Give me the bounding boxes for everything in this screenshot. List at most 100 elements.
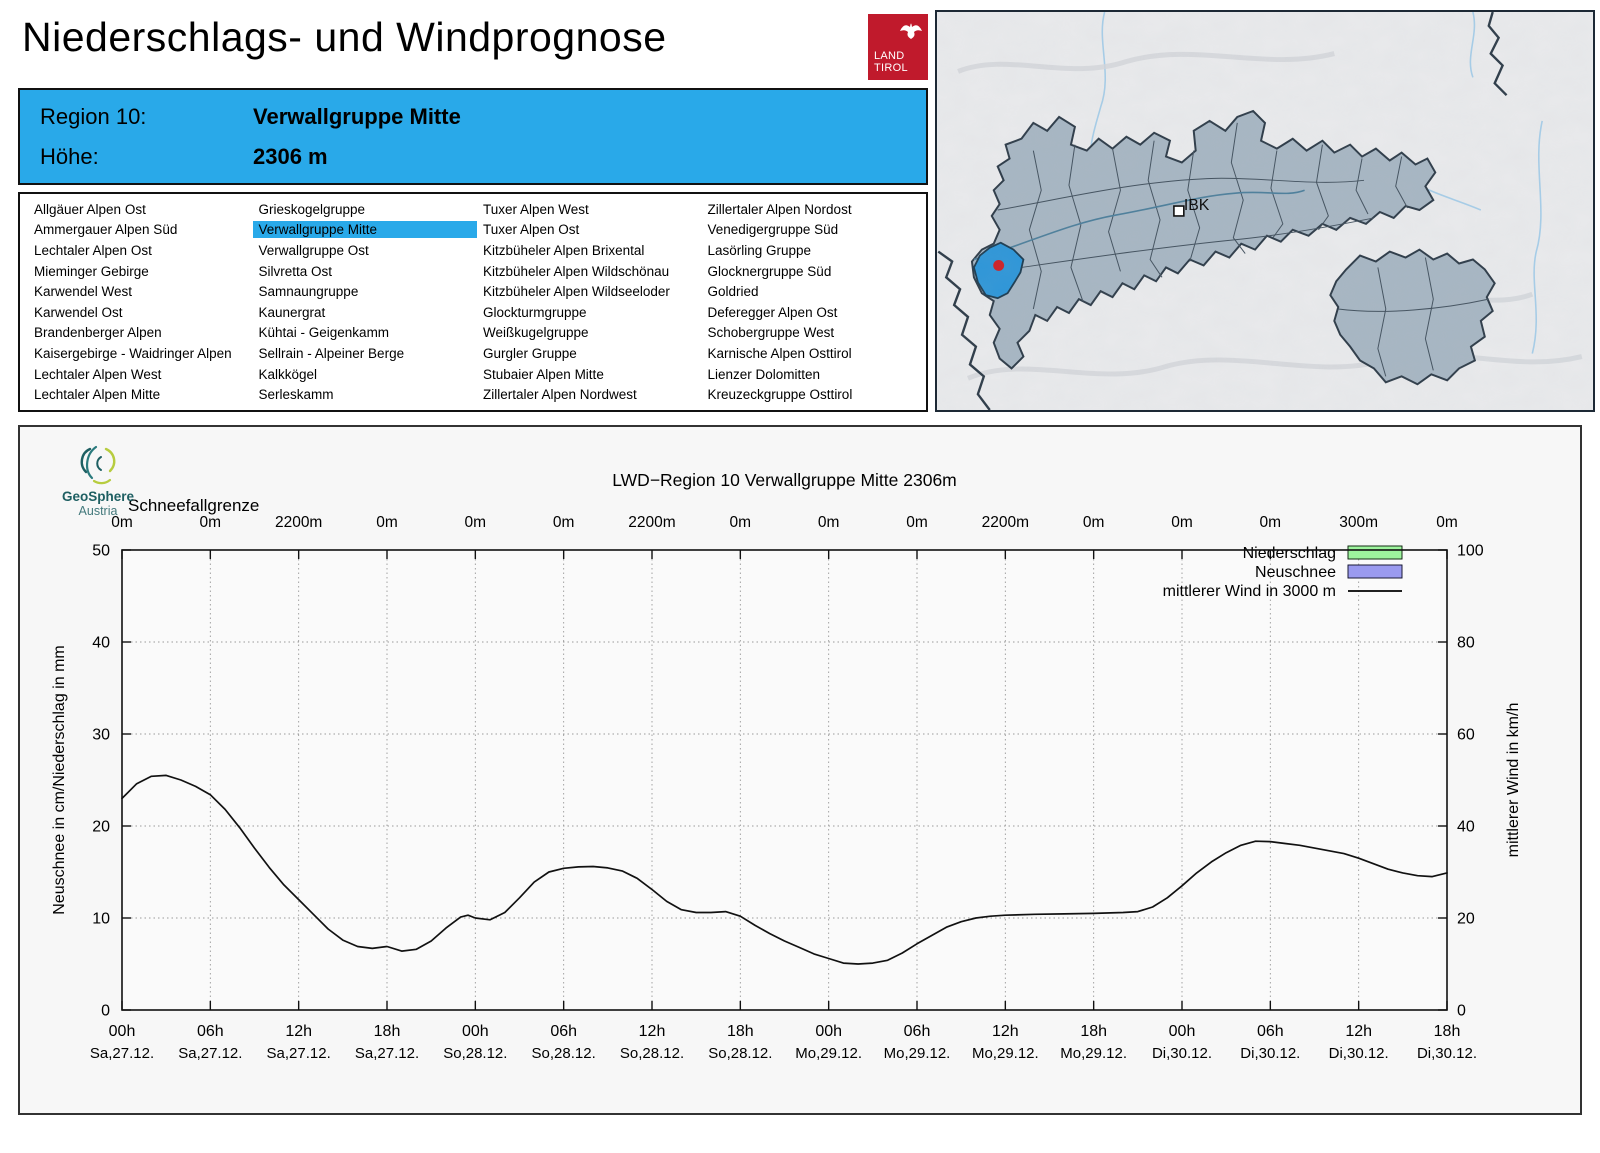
region-item[interactable]: Karnische Alpen Osttirol: [707, 345, 852, 361]
svg-text:00h: 00h: [462, 1023, 489, 1040]
region-item[interactable]: Kalkkögel: [258, 366, 318, 382]
land-tirol-logo-text: LAND TIROL: [874, 50, 908, 74]
svg-text:Mo,29.12.: Mo,29.12.: [972, 1045, 1039, 1062]
wind-line: [121, 774, 1448, 965]
region-item[interactable]: Weißkugelgruppe: [483, 325, 589, 341]
svg-text:Sa,27.12.: Sa,27.12.: [90, 1045, 154, 1062]
svg-text:00h: 00h: [1169, 1023, 1196, 1040]
x-time-labels: 00h 06h 12h 18h 00h 06h 12h 18h 00h 06h 12h 18h 00h 0…: [109, 1023, 1461, 1040]
svg-text:So,28.12.: So,28.12.: [708, 1045, 772, 1062]
region-info-box: Region 10: Verwallgruppe Mitte Höhe: 2306 …: [18, 88, 928, 185]
svg-text:2200m: 2200m: [628, 514, 675, 531]
svg-text:0m: 0m: [1083, 514, 1105, 531]
altitude-value: 2306 m: [253, 144, 328, 169]
region-item[interactable]: Tuxer Alpen West: [483, 201, 589, 217]
svg-text:12h: 12h: [639, 1023, 666, 1040]
svg-text:Mo,29.12.: Mo,29.12.: [884, 1045, 951, 1062]
svg-text:So,28.12.: So,28.12.: [620, 1045, 684, 1062]
tirol-map: IBK: [935, 10, 1595, 412]
region-item[interactable]: Ammergauer Alpen Süd: [34, 222, 178, 238]
terrain-texture: [938, 12, 1592, 410]
region-item[interactable]: Silvretta Ost: [258, 263, 333, 279]
region-item[interactable]: Lechtaler Alpen Ost: [34, 242, 152, 258]
svg-text:Sa,27.12.: Sa,27.12.: [355, 1045, 419, 1062]
svg-text:50: 50: [92, 543, 110, 560]
region-item[interactable]: Allgäuer Alpen Ost: [34, 201, 146, 217]
svg-text:0m: 0m: [553, 514, 575, 531]
svg-text:0m: 0m: [1171, 514, 1193, 531]
svg-text:Di,30.12.: Di,30.12.: [1152, 1045, 1212, 1062]
region-item[interactable]: Samnaungruppe: [258, 284, 359, 300]
region-column: Grieskogelgruppe Verwallgruppe Mitte Verwa…: [252, 199, 477, 405]
svg-text:0m: 0m: [1260, 514, 1282, 531]
svg-text:10: 10: [92, 911, 110, 928]
svg-text:20: 20: [1457, 911, 1475, 928]
region-item[interactable]: Gurgler Gruppe: [483, 345, 577, 361]
svg-text:0m: 0m: [730, 514, 752, 531]
svg-text:12h: 12h: [285, 1023, 312, 1040]
tirol-map-svg: IBK: [937, 12, 1592, 410]
svg-text:100: 100: [1457, 543, 1484, 560]
svg-text:Mo,29.12.: Mo,29.12.: [795, 1045, 862, 1062]
x-date-labels: Sa,27.12. Sa,27.12. Sa,27.12. Sa,27.12. So,2…: [90, 1045, 1477, 1062]
horizontal-gridlines: [122, 641, 1447, 919]
svg-text:60: 60: [1457, 727, 1475, 744]
svg-text:2200m: 2200m: [275, 514, 322, 531]
plot-border: [121, 549, 1448, 1011]
svg-text:Mo,29.12.: Mo,29.12.: [1060, 1045, 1127, 1062]
region-item[interactable]: Zillertaler Alpen Nordwest: [483, 387, 637, 403]
region-item[interactable]: Karwendel West: [34, 284, 133, 300]
region-item[interactable]: Zillertaler Alpen Nordost: [707, 201, 852, 217]
svg-text:Di,30.12.: Di,30.12.: [1417, 1045, 1477, 1062]
svg-text:12h: 12h: [1345, 1023, 1372, 1040]
svg-text:0m: 0m: [818, 514, 840, 531]
svg-text:00h: 00h: [815, 1023, 842, 1040]
region-item[interactable]: Lechtaler Alpen West: [34, 366, 162, 382]
vertical-gridlines: [209, 550, 1360, 1010]
region-item[interactable]: Venedigergruppe Süd: [707, 222, 839, 238]
region-item[interactable]: Glocknergruppe Süd: [707, 263, 832, 279]
region-item[interactable]: Stubaier Alpen Mitte: [483, 366, 604, 382]
region-item[interactable]: Verwallgruppe Ost: [258, 242, 369, 258]
land-tirol-logo: LAND TIROL: [868, 14, 928, 80]
region-item[interactable]: Schobergruppe West: [707, 325, 835, 341]
ibk-label: IBK: [1184, 197, 1210, 214]
svg-text:2200m: 2200m: [982, 514, 1029, 531]
region-item[interactable]: Kitzbüheler Alpen Wildschönau: [483, 263, 670, 279]
svg-text:Sa,27.12.: Sa,27.12.: [267, 1045, 331, 1062]
region-item[interactable]: Kaisergebirge - Waidringer Alpen: [34, 345, 232, 361]
region-item[interactable]: Grieskogelgruppe: [258, 201, 366, 217]
region-item[interactable]: Glockturmgruppe: [483, 304, 587, 320]
region-item[interactable]: Lechtaler Alpen Mitte: [34, 387, 161, 403]
region-list: Allgäuer Alpen Ost Ammergauer Alpen Süd Le…: [18, 192, 928, 412]
region-item[interactable]: Lasörling Gruppe: [707, 242, 812, 258]
svg-text:0m: 0m: [111, 514, 133, 531]
y-left-tick-labels: 0 10 20 30 40 50: [92, 543, 110, 1020]
region-item[interactable]: Kaunergrat: [258, 304, 326, 320]
region-item[interactable]: Lienzer Dolomitten: [707, 366, 821, 382]
svg-text:20: 20: [92, 819, 110, 836]
region-column: Zillertaler Alpen Nordost Venedigergruppe…: [702, 199, 927, 405]
snowline-labels: 0m 0m 2200m 0m 0m 0m 2200m 0m 0m 0m 2200m 0m 0m 0m 300…: [111, 514, 1458, 531]
region-item[interactable]: Karwendel Ost: [34, 304, 123, 320]
region-item[interactable]: Kitzbüheler Alpen Wildseeloder: [483, 284, 670, 300]
region-item[interactable]: Kühtai - Geigenkamm: [258, 325, 390, 341]
region-item[interactable]: Kreuzeckgruppe Osttirol: [707, 387, 853, 403]
region-item[interactable]: Deferegger Alpen Ost: [707, 304, 838, 320]
region-item[interactable]: Kitzbüheler Alpen Brixental: [483, 242, 645, 258]
svg-text:Di,30.12.: Di,30.12.: [1240, 1045, 1300, 1062]
region-item[interactable]: Mieminger Gebirge: [34, 263, 149, 279]
region-item[interactable]: Goldried: [707, 284, 759, 300]
region-item[interactable]: Sellrain - Alpeiner Berge: [258, 345, 405, 361]
svg-text:0m: 0m: [376, 514, 398, 531]
region-item-selected[interactable]: Verwallgruppe Mitte: [252, 221, 477, 239]
region-item[interactable]: Brandenberger Alpen: [34, 325, 162, 341]
region-item[interactable]: Serleskamm: [258, 387, 334, 403]
region-item[interactable]: Tuxer Alpen Ost: [483, 222, 580, 238]
y-right-tick-labels: 0 20 40 60 80 100: [1457, 543, 1484, 1020]
y-right-axis-title: mittlerer Wind in km/h: [1505, 703, 1522, 858]
forecast-chart-panel: GeoSphere Austria Schneefallgrenze 0m 0m 22…: [18, 425, 1582, 1115]
svg-text:06h: 06h: [197, 1023, 224, 1040]
chart-title: LWD−Region 10 Verwallgruppe Mitte 2306m: [612, 470, 957, 490]
